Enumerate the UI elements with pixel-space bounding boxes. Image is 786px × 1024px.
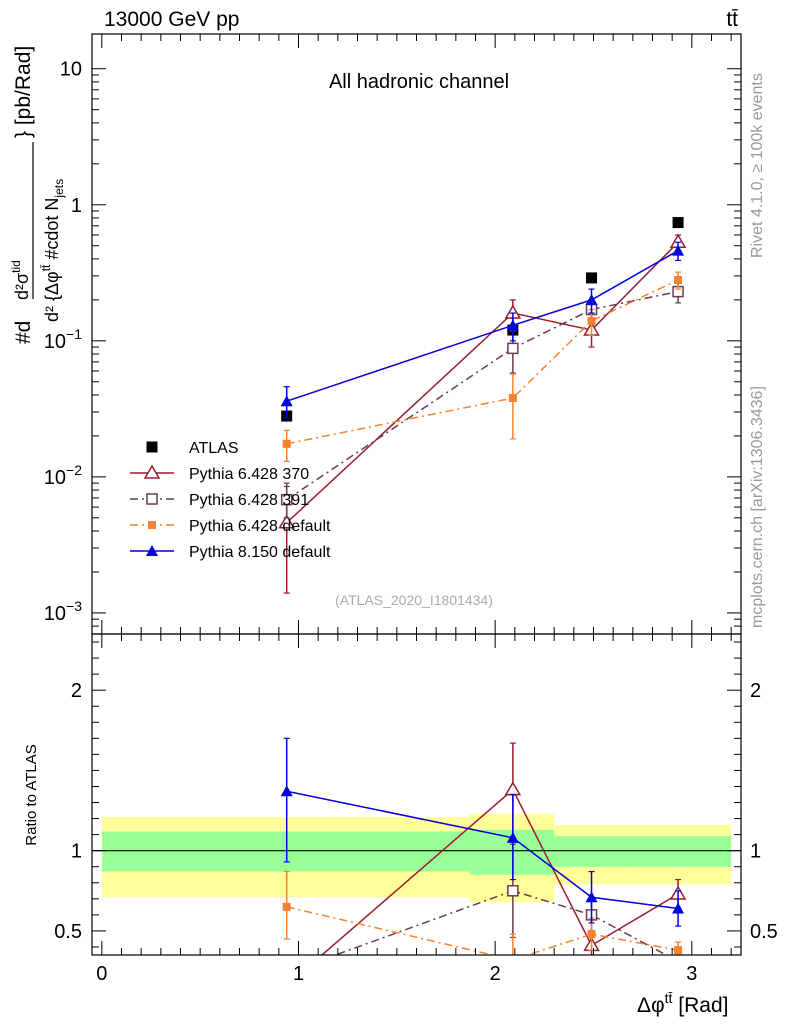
energy-label: 13000 GeV pp [104, 8, 239, 31]
main-title: All hadronic channel [329, 71, 509, 93]
data-point [585, 293, 598, 305]
legend-item: Pythia 6.428 391 [130, 492, 309, 509]
main-y-tick-label: 10−3 [44, 598, 82, 625]
process-label: tt̄ [726, 8, 738, 31]
main-y-tick-label: 10−1 [44, 326, 82, 353]
main-y-label-frac-bottom: d² {Δφtt̄ #cdot Njets [39, 179, 66, 322]
series-line [286, 241, 679, 524]
legend-marker [148, 521, 156, 529]
ratio-y-label: Ratio to ATLAS [23, 744, 40, 845]
legend-marker [143, 464, 161, 479]
data-point [507, 342, 519, 355]
series-3 [282, 271, 683, 462]
legend-item: Pythia 6.428 default [130, 518, 331, 535]
ratio-x-ticks: 0 1 2 3 [96, 634, 732, 985]
ratio-y-tick-label-right: 0.5 [750, 921, 778, 943]
data-point [282, 439, 291, 448]
legend-label: Pythia 6.428 370 [189, 466, 309, 483]
main-y-axis-label: #d d²σtid d² {Δφtt̄ #cdot Njets } [pb/Ra… [9, 46, 66, 344]
ratio-point [672, 902, 685, 914]
ratio-y-tick-label-right: 1 [750, 841, 761, 863]
ratio-point [585, 891, 598, 903]
legend-marker [146, 545, 158, 556]
ratio-point [282, 902, 291, 911]
legend-item: ATLAS [146, 440, 239, 457]
legend-label: Pythia 6.428 391 [189, 492, 309, 509]
main-y-tick-label: 10 [60, 59, 82, 81]
main-x-ticks [101, 34, 732, 634]
ratio-point [507, 885, 519, 897]
main-y-ticks: 10−3 10−2 10−1 1 10 [44, 59, 741, 635]
data-point [587, 316, 596, 325]
ratio-point [587, 930, 596, 939]
ratio-y-ticks: 0.5 0.5 1 1 2 2 [54, 641, 778, 948]
ratio-point [280, 785, 293, 797]
ratio-y-tick-label-left: 1 [71, 841, 82, 863]
legend-marker [146, 441, 158, 453]
data-point [674, 275, 683, 284]
uncertainty-band-inner [554, 836, 627, 867]
ratio-series-3 [280, 737, 685, 927]
ratio-x-tick-label: 1 [293, 963, 304, 985]
ratio-x-tick-label: 3 [686, 963, 697, 985]
data-point [280, 493, 293, 506]
ratio-y-tick-label-left: 0.5 [54, 921, 82, 943]
data-point [508, 393, 517, 402]
uncertainty-band-inner [626, 836, 732, 867]
x-axis-label-text: Δφtt̄ [Rad] [637, 990, 728, 1017]
main-y-label-num: #d [12, 321, 35, 344]
data-point [672, 244, 685, 256]
legend-label: Pythia 6.428 default [189, 518, 331, 535]
ratio-series [280, 737, 687, 955]
ratio-y-tick-label-right: 2 [750, 680, 761, 702]
ratio-point [506, 831, 519, 843]
ratio-line [333, 890, 668, 955]
rivet-label: Rivet 4.1.0, ≥ 100k events [749, 73, 766, 258]
main-y-tick-label: 10−2 [44, 462, 82, 489]
series-4 [280, 241, 685, 419]
uncertainty-band-inner [101, 831, 470, 872]
data-point [672, 217, 684, 229]
mcplots-label: mcplots.cern.ch [arXiv:1306.3436] [749, 386, 766, 628]
analysis-watermark: (ATLAS_2020_I1801434) [335, 592, 493, 608]
main-y-label-units: } [pb/Rad] [12, 46, 35, 138]
ratio-line [286, 790, 679, 910]
legend-label: Pythia 8.150 default [189, 544, 331, 561]
data-point [280, 395, 293, 407]
legend-marker [146, 493, 158, 505]
legend-item: Pythia 8.150 default [130, 544, 331, 561]
ratio-panel: 0.5 0.5 1 1 2 2 0 1 2 3 Ratio to ATLAS [23, 633, 778, 985]
x-axis-label: Δφtt̄ [Rad] [637, 990, 728, 1017]
series-line [286, 250, 679, 402]
series-line [286, 279, 679, 445]
ratio-x-tick-label: 0 [96, 963, 107, 985]
data-point [586, 272, 598, 284]
main-panel: 10−3 10−2 10−1 1 10 All hadronic channel (AT… [9, 33, 742, 635]
main-series [278, 217, 687, 594]
legend: ATLAS Pythia 6.428 370 Pythia 6.428 391 Pyt… [130, 440, 331, 561]
ratio-x-tick-label: 2 [490, 963, 501, 985]
legend-item: Pythia 6.428 370 [130, 464, 309, 483]
data-point [278, 514, 296, 529]
ratio-y-tick-label-left: 2 [71, 680, 82, 702]
ratio-point [674, 946, 683, 955]
ratio-line [286, 906, 679, 955]
legend-label: ATLAS [189, 440, 239, 457]
data-point [506, 319, 519, 331]
main-y-tick-label: 1 [71, 195, 82, 217]
